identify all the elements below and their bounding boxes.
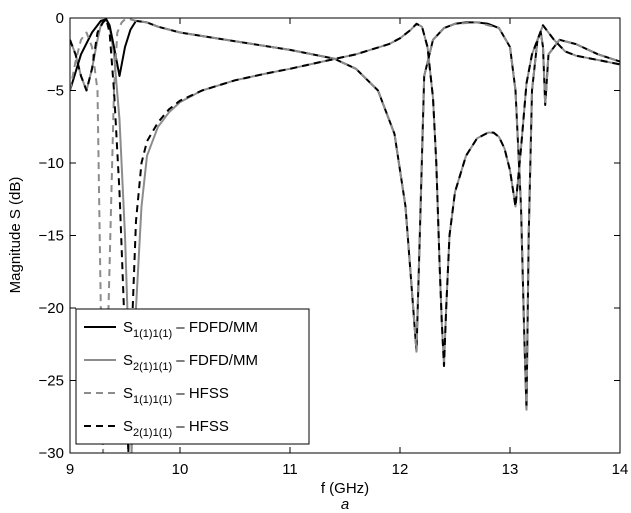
caption-label: a bbox=[341, 496, 349, 513]
x-tick-label: 10 bbox=[172, 461, 189, 478]
y-tick-label: −20 bbox=[39, 300, 64, 317]
legend-label-1: S1(1)1(1) – FDFD/MM bbox=[123, 319, 258, 340]
x-tick-label: 13 bbox=[502, 461, 519, 478]
legend-box bbox=[75, 308, 310, 445]
y-tick-label: 0 bbox=[56, 10, 64, 27]
x-tick-label: 11 bbox=[282, 461, 298, 478]
legend-label-4: S2(1)1(1) – HFSS bbox=[123, 418, 229, 439]
y-tick-label: −10 bbox=[39, 155, 64, 172]
x-tick-label: 12 bbox=[392, 461, 409, 478]
series-line-4 bbox=[70, 18, 620, 453]
legend-label-3: S1(1)1(1) – HFSS bbox=[123, 385, 229, 406]
x-tick-label: 9 bbox=[66, 461, 74, 478]
legend: S1(1)1(1) – FDFD/MM S2(1)1(1) – FDFD/MM S1… bbox=[75, 308, 310, 445]
x-axis-label: f (GHz) bbox=[321, 480, 369, 497]
y-tick-label: −25 bbox=[39, 373, 64, 390]
y-axis-label: Magnitude S (dB) bbox=[7, 177, 24, 294]
y-tick-label: −30 bbox=[39, 445, 64, 462]
y-tick-label: −5 bbox=[47, 83, 64, 100]
series-line-3 bbox=[70, 18, 620, 453]
x-tick-label: 14 bbox=[612, 461, 629, 478]
legend-label-2: S2(1)1(1) – FDFD/MM bbox=[123, 352, 258, 373]
y-tick-label: −15 bbox=[39, 228, 64, 245]
